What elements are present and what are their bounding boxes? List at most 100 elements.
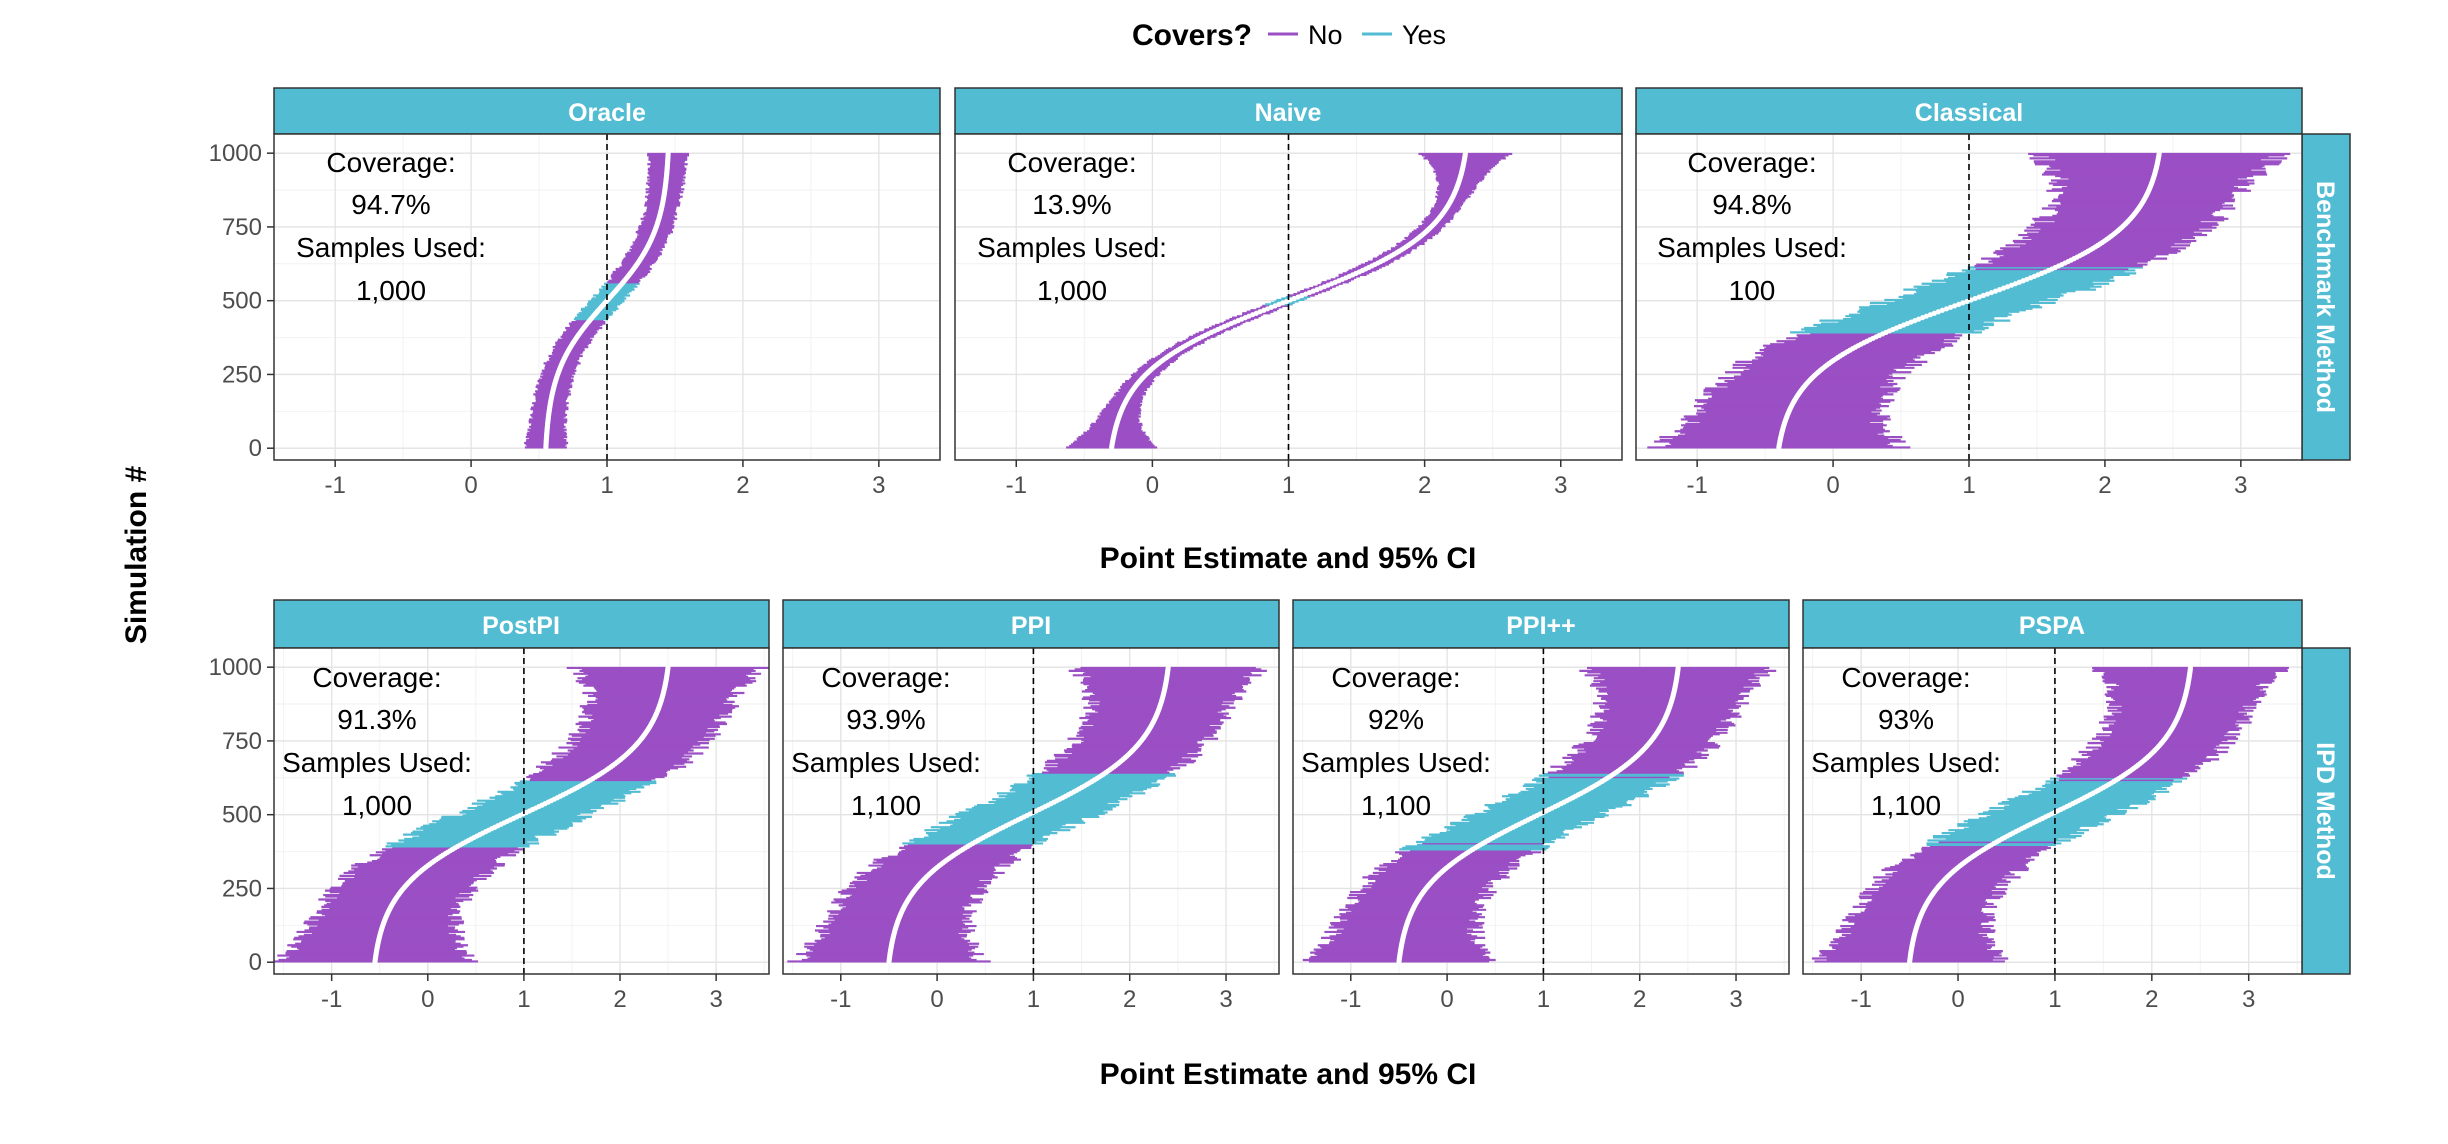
panel-title: PPI++ [1506,612,1576,640]
point-estimate [1675,665,1681,671]
point-estimate [1972,295,1978,302]
coverage-label: Coverage: [312,662,441,693]
point-estimate [2001,285,2007,291]
samples-label: Samples Used: [296,232,486,263]
coverage-value: 93.9% [846,704,925,735]
coverage-label: Coverage: [1687,147,1816,178]
x-tick-label: -1 [324,472,345,499]
point-estimate [1943,306,1950,312]
coverage-label: Coverage: [1331,662,1460,693]
coverage-label: Coverage: [1007,147,1136,178]
plot-area-pspa: -1 0 1 2 3 [1802,647,2303,1013]
coverage-annotation: Coverage: 13.9% Samples Used: 1,000 [977,147,1167,306]
point-estimate [1947,304,1954,310]
x-tick-label: 2 [736,472,749,499]
panel-title: Oracle [568,99,646,127]
x-axis-title-row2: Point Estimate and 95% CI [1100,1058,1477,1091]
panel-border [782,647,1280,975]
x-tick-label: 3 [1729,986,1742,1013]
legend: Covers? No Yes [1132,19,1446,52]
x-tick-label: -1 [1850,986,1871,1013]
point-estimate [1964,298,1970,305]
x-axis-title-row1: Point Estimate and 95% CI [1100,542,1477,575]
strip-ipd-background [2301,647,2351,975]
x-tick-label: -1 [830,986,851,1013]
panel-title-bar [273,599,770,649]
x-tick-label: 2 [1123,986,1136,1013]
x-tick-label: 0 [1951,986,1964,1013]
x-tick-label: 0 [1146,472,1159,499]
x-tick-label: 0 [464,472,477,499]
panel-title: PostPI [482,612,560,640]
plot-area-ppi-plus-plus: -1 0 1 2 3 [1292,647,1790,1013]
panel-title-bar [782,599,1280,649]
strip-benchmark-label: Benchmark Method [2311,181,2339,413]
legend-title: Covers? [1132,19,1252,52]
samples-value: 1,100 [851,790,921,821]
point-estimate [1935,309,1941,315]
point-estimate [1931,310,1937,316]
point-estimate [1992,288,1999,294]
point-estimate [1997,287,2003,293]
point-estimate [665,665,671,671]
panel-naive: Naive -1 0 1 2 3 Coverage: 13.9% Samples Use… [954,87,1623,499]
x-tick-label: 3 [2242,986,2255,1013]
x-tick-label: 3 [709,986,722,1013]
strip-ipd-label: IPD Method [2311,742,2339,880]
point-estimate [2187,665,2194,671]
coverage-value: 94.8% [1712,189,1791,220]
panel-ppi-plus-plus: PPI++ -1 0 1 2 3 Coverage: 92% Samples Used:… [1292,599,1790,1013]
samples-value: 1,000 [1037,275,1107,306]
y-axis-title: Simulation # [120,466,153,645]
panel-pspa: PSPA -1 0 1 2 3 Coverage: 93% Samples Used: … [1802,599,2303,1013]
panel-title: Classical [1915,99,2023,127]
x-tick-label: 3 [872,472,885,499]
panel-title-bar [954,87,1623,135]
panel-title: PPI [1011,612,1051,640]
samples-value: 1,000 [356,275,426,306]
panel-border [1802,647,2303,975]
x-tick-label: 2 [1633,986,1646,1013]
x-tick-label: -1 [321,986,342,1013]
point-estimate [1984,291,1991,297]
coverage-value: 93% [1878,704,1934,735]
x-tick-label: -1 [1006,472,1027,499]
samples-label: Samples Used: [977,232,1167,263]
panel-title-bar [273,87,941,135]
panel-title-bar [1292,599,1790,649]
coverage-annotation: Coverage: 92% Samples Used: 1,100 [1301,662,1491,821]
panel-border [273,647,770,975]
y-tick-label: 1000 [209,654,262,681]
panel-title: Naive [1255,99,1322,127]
panel-title-bar [1635,87,2303,135]
x-tick-label: 0 [1826,472,1839,499]
point-estimate [1960,300,1966,306]
panel-postpi: PostPI -1 0 1 2 3 0 250 500 750 1000 Coverage: 91… [209,599,770,1013]
panel-title: PSPA [2019,612,2085,640]
samples-value: 1,100 [1361,790,1431,821]
legend-label-no: No [1308,20,1343,50]
coverage-label: Coverage: [821,662,950,693]
point-estimate [2005,284,2011,290]
point-estimate [1165,665,1171,671]
coverage-annotation: Coverage: 94.8% Samples Used: 100 [1657,147,1847,306]
y-tick-label: 500 [222,288,262,315]
coverage-annotation: Coverage: 93.9% Samples Used: 1,100 [791,662,981,821]
y-tick-label: 250 [222,875,262,902]
coverage-value: 92% [1368,704,1424,735]
x-tick-label: 2 [2098,472,2111,499]
plot-area-naive: -1 0 1 2 3 [954,133,1623,499]
point-estimate [1919,315,1926,321]
y-tick-label: 1000 [209,140,262,167]
x-tick-label: 1 [1282,472,1295,499]
plot-area-ppi: -1 0 1 2 3 [782,647,1280,1013]
legend-label-yes: Yes [1402,20,1446,50]
coverage-label: Coverage: [1841,662,1970,693]
plot-area-postpi: -1 0 1 2 3 0 250 500 750 1000 [209,647,770,1013]
point-estimate [1956,301,1962,307]
point-estimate [2008,282,2015,288]
x-tick-label: -1 [1340,986,1361,1013]
y-tick-label: 750 [222,214,262,241]
coverage-annotation: Coverage: 94.7% Samples Used: 1,000 [296,147,486,306]
